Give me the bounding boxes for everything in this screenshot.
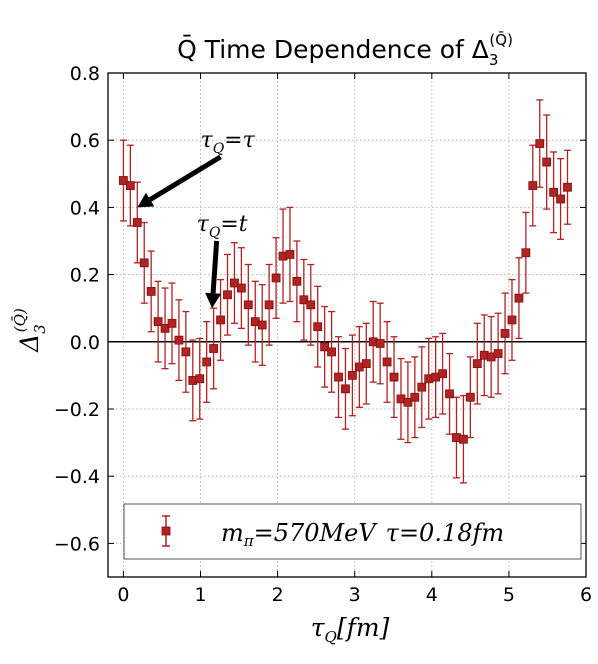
- x-tick-label: 0: [117, 584, 129, 606]
- data-point: [167, 318, 177, 328]
- data-point: [514, 293, 524, 303]
- y-tick-label: 0.2: [70, 265, 100, 287]
- data-point: [438, 369, 448, 379]
- data-point: [292, 276, 302, 286]
- y-tick-label: 0.0: [70, 332, 100, 354]
- legend-label: mπ=570MeV τ=0.18fm: [221, 519, 504, 550]
- data-point: [327, 347, 336, 357]
- x-tick-label: 1: [194, 584, 206, 606]
- annotations: τQ=τ τQ=t: [137, 128, 256, 309]
- data-point: [507, 315, 517, 325]
- data-point: [542, 157, 552, 167]
- legend-box: [123, 503, 582, 560]
- data-point: [500, 328, 510, 338]
- data-point: [465, 392, 475, 402]
- data-point: [299, 295, 309, 305]
- y-tick-label: −0.6: [54, 533, 100, 555]
- data-point: [202, 357, 212, 367]
- data-point: [306, 300, 316, 310]
- data-point: [243, 300, 253, 310]
- annotation-arrow-shaft: [210, 240, 220, 294]
- data-point: [160, 323, 170, 333]
- legend-marker: [161, 526, 171, 536]
- data-point: [174, 335, 184, 345]
- data-point: [417, 382, 427, 392]
- data-point: [264, 300, 274, 310]
- y-tick-label: 0.8: [70, 63, 100, 85]
- data-point: [528, 181, 538, 190]
- y-tick-label: −0.2: [54, 399, 100, 421]
- data-point: [445, 389, 454, 399]
- data-point: [382, 357, 392, 367]
- annotation-label: τQ=τ: [201, 128, 256, 157]
- data-point: [285, 250, 295, 259]
- chart-title: Q̄ Time Dependence of Δ3(Q̄): [177, 30, 513, 69]
- data-point: [132, 218, 142, 227]
- data-point: [403, 397, 413, 407]
- annotation-arrow-shaft: [148, 154, 222, 202]
- annotation-label: τQ=t: [197, 212, 248, 241]
- x-tick-label: 5: [503, 584, 515, 606]
- data-point: [216, 315, 225, 325]
- annotation-arrow-head: [137, 192, 155, 208]
- data-point: [347, 370, 357, 380]
- grid-lines: [108, 72, 587, 577]
- y-tick-label: 0.6: [70, 130, 100, 152]
- data-point: [472, 359, 482, 369]
- data-point: [223, 290, 232, 300]
- data-point: [139, 258, 149, 268]
- data-point: [535, 139, 545, 148]
- data-point: [556, 194, 565, 204]
- x-tick-label: 4: [426, 584, 438, 606]
- x-tick-label: 6: [580, 584, 592, 606]
- data-point: [549, 187, 559, 197]
- y-tick-label: −0.4: [54, 466, 100, 488]
- data-point: [153, 317, 163, 327]
- x-tick-labels: 0 1 2 3 4 5 6: [117, 584, 592, 606]
- data-point: [230, 278, 239, 288]
- data-point: [410, 392, 420, 402]
- annotation-arrow-head: [205, 292, 222, 309]
- data-point: [334, 372, 343, 382]
- data-point: [119, 176, 128, 185]
- data-point: [563, 182, 572, 192]
- x-tick-label: 2: [272, 584, 284, 606]
- data-point: [271, 273, 281, 283]
- data-point: [375, 339, 385, 348]
- error-bars: [119, 99, 571, 484]
- plot-frame: [107, 72, 587, 578]
- x-axis-label: τQ[fm]: [311, 613, 390, 646]
- data-point: [389, 372, 399, 382]
- data-point: [320, 342, 330, 352]
- data-point: [459, 434, 468, 444]
- y-axis-label: Δ3(Q̄): [11, 308, 49, 353]
- data-point: [209, 344, 219, 353]
- legend: mπ=570MeV τ=0.18fm: [123, 503, 582, 560]
- y-tick-labels: 0.8 0.6 0.4 0.2 0.0 −0.2 −0.4 −0.6: [54, 63, 100, 555]
- data-point: [493, 349, 503, 358]
- data-point: [313, 322, 323, 332]
- data-point: [195, 374, 205, 384]
- data-point: [236, 283, 246, 293]
- data-point: [181, 347, 191, 357]
- data-point: [146, 286, 156, 296]
- data-point: [361, 359, 371, 369]
- data-points: [119, 139, 572, 444]
- data-point: [125, 181, 135, 190]
- data-point: [341, 384, 350, 394]
- y-tick-label: 0.4: [70, 197, 100, 219]
- x-tick-label: 3: [349, 584, 361, 606]
- data-point: [521, 248, 531, 258]
- data-point: [257, 320, 267, 330]
